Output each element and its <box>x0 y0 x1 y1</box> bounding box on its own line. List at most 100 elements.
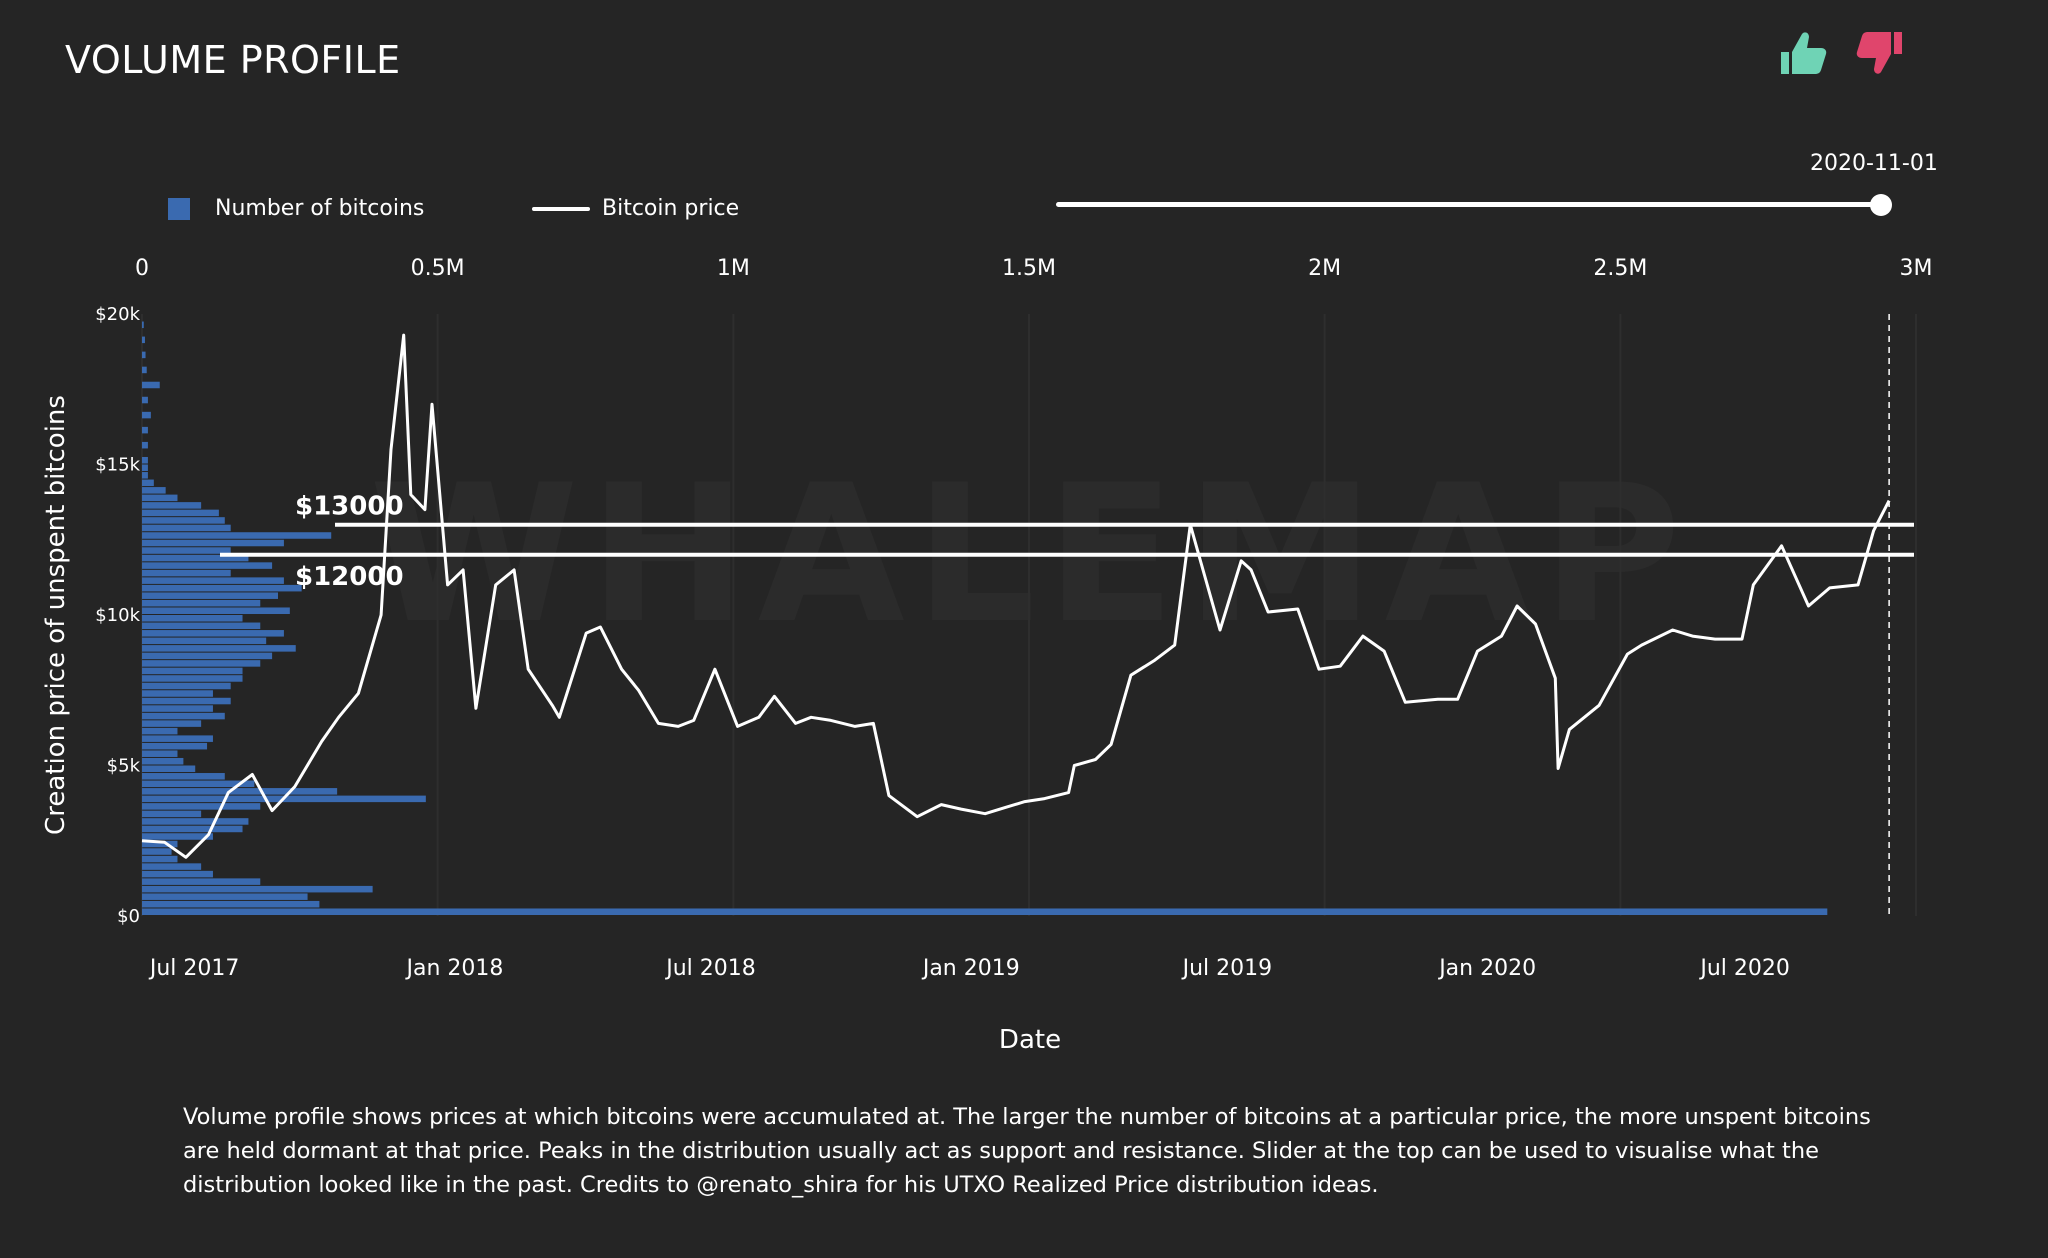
y-tick-label: $0 <box>117 906 140 927</box>
volume-bar <box>142 848 172 855</box>
volume-bar <box>142 622 261 630</box>
y-tick-label: $15k <box>95 455 140 476</box>
volume-bar <box>142 599 261 607</box>
volume-bar <box>142 577 284 584</box>
volume-bar <box>142 667 243 675</box>
volume-tick-label: 0 <box>135 256 149 281</box>
volume-bar <box>142 818 249 825</box>
legend-swatch-price <box>532 206 590 211</box>
volume-bar <box>142 833 213 840</box>
volume-profile-chart: WHALEMAP00.5M1M1.5M2M2.5M3M$0$5k$10k$15k… <box>41 256 1933 1055</box>
date-slider-track[interactable] <box>1056 202 1882 207</box>
volume-bar <box>142 682 231 690</box>
date-tick-label: Jan 2019 <box>921 956 1020 981</box>
volume-bar <box>142 863 202 870</box>
volume-bar <box>142 855 178 863</box>
volume-bar <box>142 456 148 464</box>
volume-bar <box>142 810 202 818</box>
volume-bar <box>142 411 151 419</box>
thumbs-up-icon[interactable] <box>1777 28 1829 80</box>
y-tick-label: $10k <box>95 605 140 626</box>
volume-bar <box>142 532 332 539</box>
volume-bar <box>142 494 178 502</box>
volume-bar <box>142 562 273 569</box>
volume-bar <box>142 788 338 795</box>
volume-bar <box>142 840 178 848</box>
legend-label-price: Bitcoin price <box>602 196 740 221</box>
date-tick-label: Jan 2018 <box>404 956 503 981</box>
page-title: VOLUME PROFILE <box>65 38 401 82</box>
volume-bar <box>142 637 267 645</box>
price-line <box>141 333 1891 859</box>
y-tick-label: $5k <box>107 756 141 777</box>
date-tick-label: Jul 2018 <box>664 956 756 981</box>
volume-bar <box>142 893 308 900</box>
date-tick-label: Jul 2019 <box>1181 956 1273 981</box>
legend-item-bitcoins[interactable]: Number of bitcoins <box>168 196 424 221</box>
slider-date-label: 2020-11-01 <box>1810 151 1938 176</box>
volume-bar <box>142 765 196 773</box>
volume-tick-label: 1M <box>717 256 750 281</box>
volume-bar <box>142 396 148 404</box>
volume-bar <box>142 908 1828 915</box>
volume-bar <box>142 757 184 765</box>
volume-bar <box>142 441 148 449</box>
volume-bar <box>142 509 219 517</box>
volume-bar <box>142 750 178 757</box>
volume-bar <box>142 780 255 788</box>
volume-bar <box>142 366 147 374</box>
date-tick-label: Jan 2020 <box>1437 956 1536 981</box>
volume-bar <box>142 615 243 622</box>
volume-bar <box>142 742 208 750</box>
volume-bar <box>142 547 231 554</box>
volume-bar <box>142 584 302 592</box>
volume-tick-label: 2M <box>1308 256 1341 281</box>
date-tick-label: Jul 2020 <box>1698 956 1790 981</box>
volume-bar <box>142 502 202 509</box>
volume-bar <box>142 697 231 705</box>
volume-tick-label: 2.5M <box>1593 256 1647 281</box>
volume-bar <box>142 607 290 614</box>
volume-bar <box>142 479 154 487</box>
volume-bar <box>142 803 261 810</box>
date-slider-handle[interactable] <box>1870 194 1892 216</box>
volume-bar <box>142 592 279 599</box>
volume-bar <box>142 705 213 712</box>
volume-bar <box>142 773 225 780</box>
volume-bar <box>142 870 213 878</box>
volume-bar <box>142 464 148 472</box>
volume-bar <box>142 554 249 562</box>
volume-tick-label: 0.5M <box>411 256 465 281</box>
volume-bar <box>142 569 231 577</box>
volume-bar <box>142 900 320 908</box>
volume-bar <box>142 336 145 344</box>
y-axis-title: Creation price of unspent bitcoins <box>41 395 71 835</box>
volume-bar <box>142 720 202 727</box>
volume-tick-label: 1.5M <box>1002 256 1056 281</box>
volume-bar <box>142 690 213 697</box>
annotation-label: $13000 <box>295 492 404 522</box>
volume-bar <box>142 539 284 547</box>
volume-bar <box>142 878 261 885</box>
volume-bar <box>142 645 296 652</box>
volume-bar <box>142 735 213 742</box>
volume-bar <box>142 675 243 682</box>
volume-bar <box>142 524 231 532</box>
volume-bar <box>142 727 178 735</box>
thumbs-down-icon[interactable] <box>1854 28 1906 80</box>
volume-bar <box>142 351 146 359</box>
y-tick-label: $20k <box>95 304 140 325</box>
volume-tick-label: 3M <box>1900 256 1933 281</box>
date-tick-label: Jul 2017 <box>148 956 240 981</box>
legend-item-price[interactable]: Bitcoin price <box>532 196 739 221</box>
volume-bar <box>142 487 166 494</box>
annotation-label: $12000 <box>295 562 404 592</box>
volume-bar <box>142 321 144 329</box>
legend-label-bitcoins: Number of bitcoins <box>215 196 425 221</box>
volume-bar <box>142 517 225 524</box>
volume-bar <box>142 825 243 833</box>
volume-bar <box>142 381 160 389</box>
volume-bar <box>142 426 148 434</box>
volume-bar <box>142 652 273 660</box>
volume-bar <box>142 660 261 667</box>
